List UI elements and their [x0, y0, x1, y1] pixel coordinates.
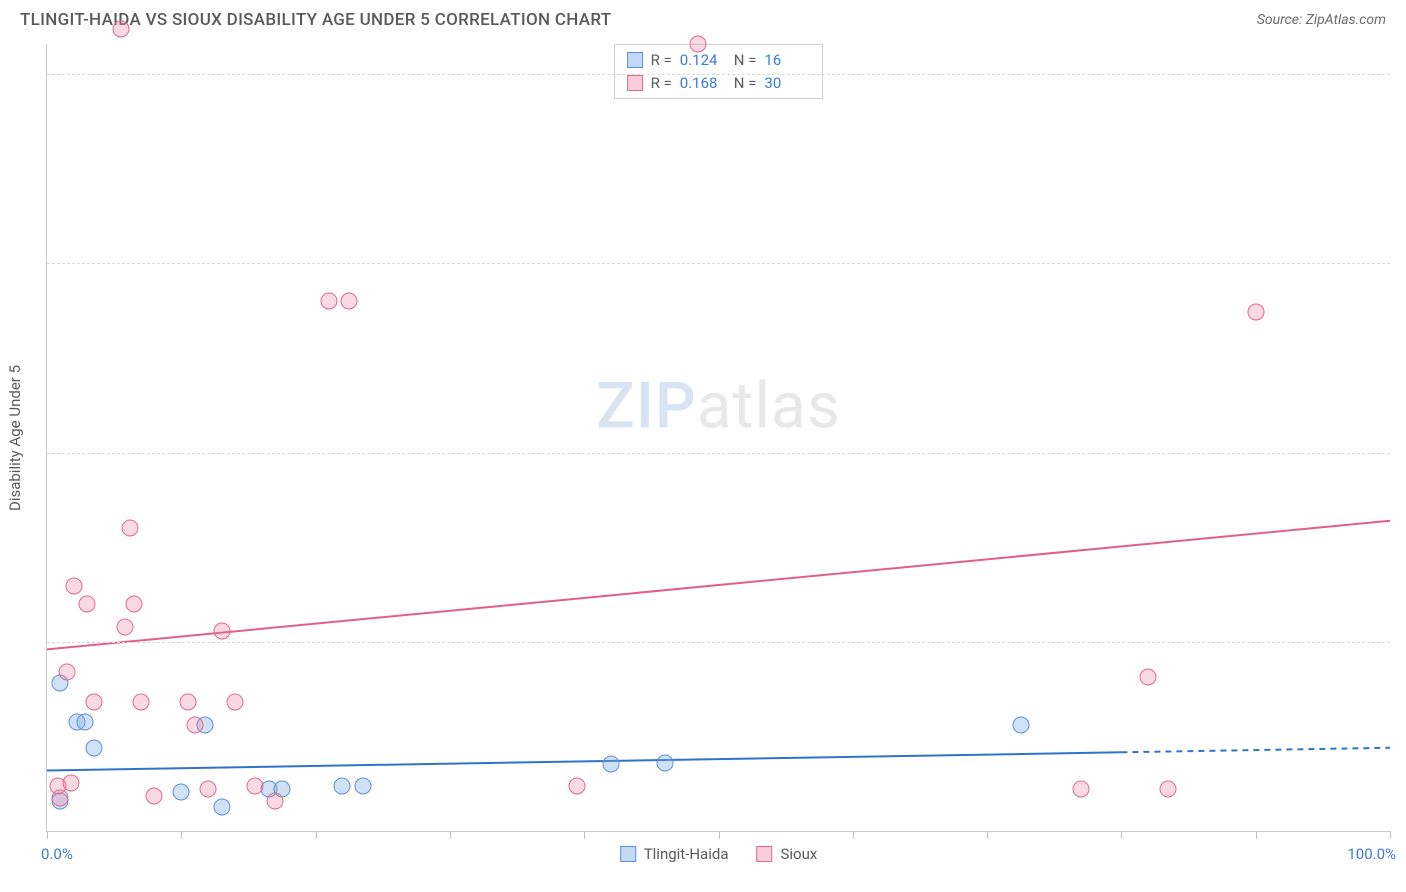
data-point — [690, 36, 707, 53]
x-tick — [450, 831, 451, 839]
data-point — [334, 777, 351, 794]
x-tick — [1390, 831, 1391, 839]
legend-swatch-2 — [756, 846, 772, 862]
data-point — [122, 520, 139, 537]
data-point — [86, 739, 103, 756]
data-point — [227, 694, 244, 711]
legend-item-2: Sioux — [756, 845, 817, 863]
data-point — [86, 694, 103, 711]
data-point — [126, 595, 143, 612]
swatch-series-2 — [627, 75, 643, 91]
data-point — [656, 754, 673, 771]
legend-item-1: Tlingit-Haida — [620, 845, 729, 863]
chart-title: TLINGIT-HAIDA VS SIOUX DISABILITY AGE UN… — [20, 10, 611, 30]
x-tick — [1121, 831, 1122, 839]
x-tick — [1256, 831, 1257, 839]
data-point — [146, 788, 163, 805]
x-axis-max-label: 100.0% — [1347, 845, 1396, 863]
data-point — [173, 783, 190, 800]
data-point — [569, 777, 586, 794]
x-tick — [719, 831, 720, 839]
data-point — [116, 618, 133, 635]
stats-legend-box: R = 0.124 N = 16 R = 0.168 N = 30 — [614, 44, 824, 99]
gridline — [47, 642, 1390, 643]
data-point — [186, 717, 203, 734]
data-point — [213, 623, 230, 640]
data-point — [341, 293, 358, 310]
chart-header: TLINGIT-HAIDA VS SIOUX DISABILITY AGE UN… — [0, 0, 1406, 36]
data-point — [1073, 780, 1090, 797]
y-axis-title: Disability Age Under 5 — [6, 364, 24, 510]
data-point — [200, 780, 217, 797]
scatter-chart: Disability Age Under 5 ZIPatlas R = 0.12… — [46, 44, 1390, 832]
data-point — [267, 792, 284, 809]
source-label: Source: ZipAtlas.com — [1257, 12, 1386, 28]
x-tick — [584, 831, 585, 839]
x-axis-min-label: 0.0% — [41, 845, 73, 863]
x-tick — [316, 831, 317, 839]
data-point — [603, 756, 620, 773]
y-tick-label: 12.5% — [1400, 633, 1406, 651]
gridline — [47, 74, 1390, 75]
data-point — [112, 20, 129, 37]
y-tick-label: 37.5% — [1400, 254, 1406, 272]
y-tick-label: 50.0% — [1400, 65, 1406, 83]
data-point — [79, 595, 96, 612]
legend-swatch-1 — [620, 846, 636, 862]
data-point — [1140, 668, 1157, 685]
x-tick — [853, 831, 854, 839]
data-point — [133, 694, 150, 711]
data-point — [59, 664, 76, 681]
bottom-legend: Tlingit-Haida Sioux — [620, 845, 818, 863]
data-point — [180, 694, 197, 711]
data-point — [321, 293, 338, 310]
x-tick — [47, 831, 48, 839]
data-point — [1247, 303, 1264, 320]
trend-lines — [47, 44, 1390, 831]
data-point — [1012, 717, 1029, 734]
data-point — [213, 798, 230, 815]
y-tick-label: 25.0% — [1400, 444, 1406, 462]
data-point — [52, 789, 69, 806]
data-point — [65, 577, 82, 594]
x-tick — [181, 831, 182, 839]
gridline — [47, 263, 1390, 264]
data-point — [247, 777, 264, 794]
watermark: ZIPatlas — [596, 369, 841, 444]
data-point — [354, 777, 371, 794]
swatch-series-1 — [627, 52, 643, 68]
data-point — [76, 714, 93, 731]
stats-row-1: R = 0.124 N = 16 — [627, 49, 811, 72]
data-point — [63, 774, 80, 791]
data-point — [1160, 780, 1177, 797]
x-tick — [987, 831, 988, 839]
gridline — [47, 453, 1390, 454]
